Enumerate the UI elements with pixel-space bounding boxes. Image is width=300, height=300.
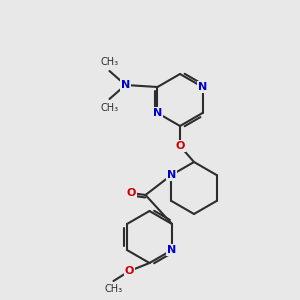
Text: N: N [121,80,130,90]
Text: N: N [167,245,177,255]
Text: CH₃: CH₃ [100,103,118,113]
Text: O: O [127,188,136,198]
Text: N: N [167,170,176,180]
Text: CH₃: CH₃ [100,57,118,67]
Text: N: N [198,82,207,92]
Text: N: N [153,108,162,118]
Text: O: O [175,141,185,151]
Text: O: O [125,266,134,276]
Text: CH₃: CH₃ [104,284,122,294]
